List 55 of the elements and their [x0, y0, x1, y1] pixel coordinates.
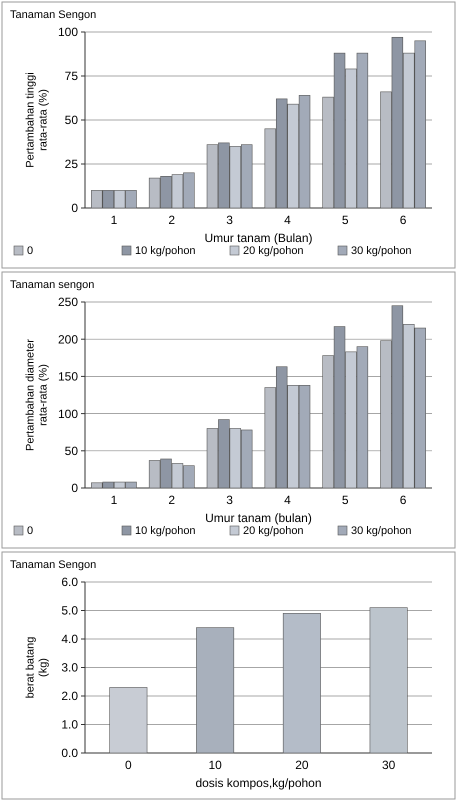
legend-label: 10 kg/pohon: [135, 525, 196, 537]
x-tick-label: 6: [400, 493, 407, 507]
y-tick-label: 150: [58, 370, 78, 384]
legend-label: 0: [27, 525, 34, 537]
x-tick-label: 3: [226, 213, 234, 227]
bar: [109, 687, 148, 754]
legend-label: 30 kg/pohon: [351, 525, 412, 537]
x-tick-label: 2: [168, 493, 176, 507]
x-tick-label: 3: [226, 493, 234, 507]
y-tick-label: 100: [58, 406, 78, 421]
legend-label: 30 kg/pohon: [351, 245, 412, 257]
x-axis-title: Umur tanam (bulan): [205, 511, 312, 525]
x-tick-label: 5: [342, 213, 349, 227]
y-tick-label: 0.0: [61, 746, 78, 760]
y-tick-label: 4.0: [61, 632, 78, 646]
x-tick-label: 10: [208, 758, 222, 772]
y-tick-label: 50: [64, 113, 78, 128]
x-tick-label: 2: [168, 213, 176, 227]
y-tick-label: 3.0: [61, 660, 78, 675]
x-tick-label: 30: [382, 758, 396, 772]
x-tick-label: 1: [110, 493, 118, 507]
chart-title: Tanaman sengon: [10, 279, 94, 291]
y-tick-label: 2.0: [61, 689, 78, 704]
legend-label: 0: [27, 245, 34, 257]
y-tick-label: 1.0: [61, 718, 78, 732]
x-tick-label: 1: [110, 213, 118, 227]
y-axis-title: Pertambahan diameter rata-rata (%): [24, 338, 50, 451]
y-tick-label: 100: [58, 25, 78, 40]
bar: [370, 607, 408, 754]
chart-title: Tanaman Sengon: [10, 559, 96, 571]
y-tick-label: 200: [58, 332, 78, 346]
y-tick-label: 25: [64, 157, 78, 172]
y-tick-label: 50: [64, 444, 78, 458]
chart-title: Tanaman Sengon: [10, 9, 96, 21]
y-axis-title: Pertambahan tinggi rata-rata (%): [24, 72, 50, 168]
y-tick-label: 250: [58, 295, 78, 310]
x-tick-label: 0: [125, 758, 132, 772]
legend-label: 10 kg/pohon: [135, 245, 196, 257]
y-tick-label: 5.0: [61, 604, 78, 618]
x-tick-label: 6: [400, 213, 407, 227]
x-axis-title: Umur tanam (Bulan): [204, 231, 313, 245]
x-axis-title: dosis kompos,kg/pohon: [195, 776, 322, 790]
x-tick-label: 20: [295, 758, 309, 772]
y-tick-label: 0: [71, 481, 78, 496]
legend-label: 20 kg/pohon: [243, 245, 304, 257]
legend-label: 20 kg/pohon: [243, 525, 304, 537]
x-tick-label: 5: [342, 493, 349, 507]
y-axis-title: berat batang (kg): [24, 636, 50, 698]
y-tick-label: 75: [64, 69, 78, 84]
x-tick-label: 4: [284, 213, 292, 227]
bar: [282, 613, 321, 754]
y-tick-label: 0: [71, 201, 78, 216]
bar: [196, 627, 234, 754]
y-tick-label: 6.0: [61, 575, 78, 590]
x-tick-label: 4: [284, 493, 292, 507]
